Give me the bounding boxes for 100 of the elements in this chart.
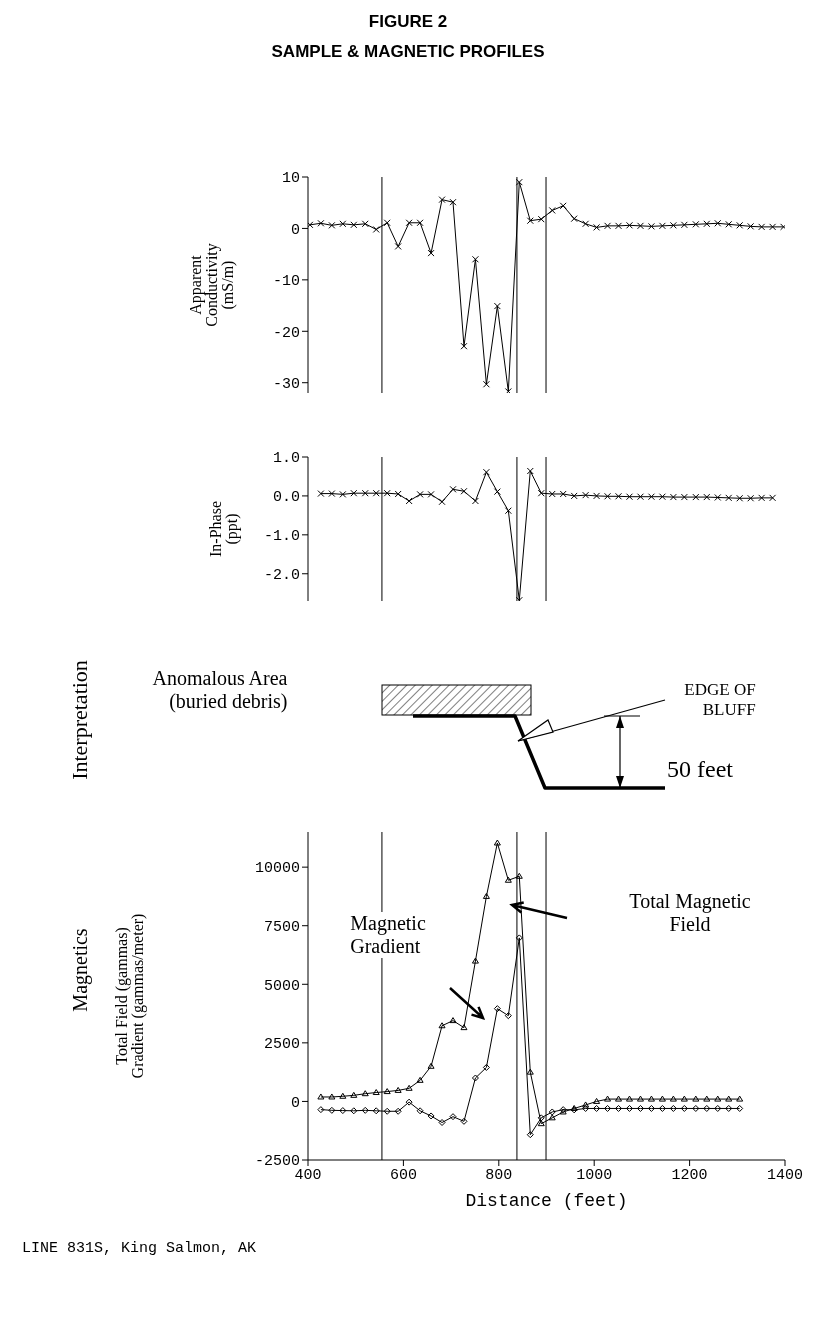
- point: [427, 490, 435, 498]
- point: [350, 1107, 358, 1115]
- y-tick-label: 10: [281, 170, 300, 188]
- point: [658, 493, 666, 501]
- text: Magnetics: [68, 928, 92, 1012]
- y-tick-label: -1.0: [263, 528, 300, 546]
- point: [615, 492, 623, 500]
- point: [328, 1106, 336, 1114]
- point: [328, 490, 336, 498]
- point: [394, 490, 402, 498]
- point: [582, 491, 590, 499]
- point: [680, 493, 688, 501]
- point: [339, 1107, 347, 1115]
- point: [692, 220, 700, 228]
- point: [647, 1104, 655, 1112]
- point: [427, 1112, 435, 1120]
- point: [658, 1104, 666, 1112]
- point: [626, 221, 633, 229]
- point: [647, 493, 655, 501]
- point: [680, 1095, 688, 1102]
- point: [482, 468, 490, 476]
- point: [582, 1101, 590, 1108]
- point: [604, 1095, 612, 1102]
- point: [548, 206, 556, 214]
- point: [526, 1131, 534, 1139]
- point: [725, 1104, 733, 1112]
- x-tick-label: 800: [485, 1166, 513, 1184]
- point: [504, 1012, 512, 1020]
- point: [504, 387, 512, 393]
- point: [703, 1095, 711, 1102]
- point: [758, 223, 766, 231]
- point: [339, 490, 347, 498]
- point: [361, 1090, 369, 1097]
- point: [405, 497, 413, 505]
- point: [328, 1093, 336, 1100]
- point: [604, 492, 612, 500]
- point: [372, 225, 380, 233]
- point: [449, 485, 457, 493]
- point: [405, 1084, 413, 1091]
- point: [493, 839, 501, 846]
- point: [593, 223, 601, 231]
- point: [372, 489, 380, 497]
- point: [736, 494, 744, 502]
- point: [714, 1095, 722, 1102]
- point: [570, 215, 578, 223]
- point: [626, 493, 633, 501]
- annotation: Magnetic Gradient: [348, 912, 428, 958]
- point: [647, 1095, 655, 1102]
- point: [559, 490, 567, 498]
- point: [669, 221, 677, 229]
- point: [626, 1095, 633, 1102]
- point: [747, 222, 755, 230]
- point: [438, 498, 446, 506]
- point: [736, 1104, 744, 1112]
- y-tick-label: 0: [290, 1094, 300, 1112]
- point: [460, 487, 468, 495]
- x-tick-label: 600: [389, 1166, 417, 1184]
- point: [361, 1106, 369, 1114]
- point: [350, 1091, 358, 1098]
- text: Anomalous Area (buried debris): [152, 667, 288, 713]
- point: [703, 220, 711, 228]
- y-tick-label: 0: [290, 221, 300, 239]
- point: [769, 494, 777, 502]
- point: [604, 1104, 612, 1112]
- point: [361, 489, 369, 497]
- point: [394, 1086, 402, 1093]
- point: [504, 507, 512, 515]
- point: [361, 220, 369, 228]
- point: [317, 1093, 325, 1100]
- point: [515, 934, 523, 942]
- y-tick-label: -10: [272, 273, 300, 291]
- point: [615, 1095, 623, 1102]
- point: [416, 219, 424, 227]
- point: [482, 892, 490, 899]
- point: [647, 222, 655, 230]
- point: [669, 493, 677, 501]
- point: [438, 196, 446, 204]
- point: [559, 202, 567, 210]
- point: [725, 1095, 733, 1102]
- point: [526, 467, 534, 475]
- point: [669, 1104, 677, 1112]
- point: [758, 494, 766, 502]
- point: [394, 242, 402, 250]
- x-axis-title: Distance (feet): [465, 1191, 628, 1211]
- point: [328, 221, 336, 229]
- point: [714, 493, 722, 501]
- point: [537, 1120, 545, 1127]
- point: [339, 220, 347, 228]
- point: [405, 1098, 413, 1106]
- point: [372, 1107, 380, 1115]
- y-tick-label: 7500: [263, 919, 300, 937]
- point: [692, 1095, 700, 1102]
- point: [636, 1095, 644, 1102]
- point: [582, 1104, 590, 1112]
- point: [438, 1119, 446, 1127]
- point: [582, 220, 590, 228]
- point: [449, 198, 457, 206]
- chart-subtitle: SAMPLE & MAGNETIC PROFILES: [270, 42, 546, 62]
- point: [669, 1095, 677, 1102]
- point: [537, 489, 545, 497]
